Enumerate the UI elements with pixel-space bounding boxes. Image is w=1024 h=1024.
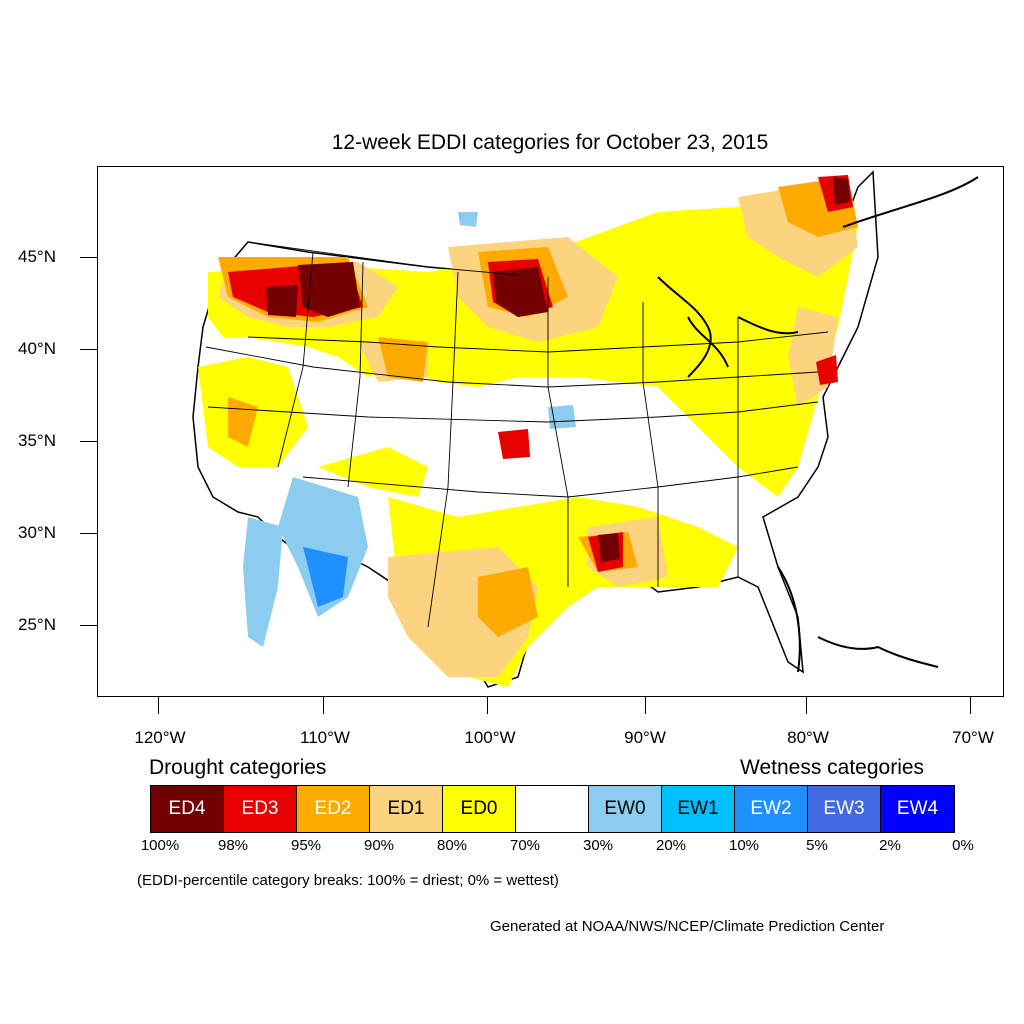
percentile-label: 90% <box>363 837 395 854</box>
lon-tick <box>806 697 807 714</box>
percentile-label: 20% <box>655 837 687 854</box>
lat-label: 45°N <box>18 247 56 266</box>
coastlines <box>657 176 979 673</box>
lon-label: 110°W <box>300 728 350 747</box>
legend-cell-ed1: ED1 <box>370 786 443 832</box>
lat-tick <box>80 441 97 442</box>
percentile-label: 10% <box>728 837 760 854</box>
percentile-label: 100% <box>140 837 180 854</box>
lon-tick <box>487 697 488 714</box>
legend-cell-ed4: ED4 <box>151 786 224 832</box>
legend-cell-normal <box>516 786 589 832</box>
credit-text: Generated at NOAA/NWS/NCEP/Climate Predi… <box>490 918 885 935</box>
percentile-label: 2% <box>879 837 901 854</box>
lat-tick <box>80 533 97 534</box>
legend-cell-ew2: EW2 <box>735 786 808 832</box>
lat-label: 25°N <box>18 615 56 634</box>
legend-cell-ed0: ED0 <box>443 786 516 832</box>
state-boundaries <box>205 241 829 628</box>
lon-label: 90°W <box>624 728 666 747</box>
legend-cell-ed2: ED2 <box>297 786 370 832</box>
percentile-label: 98% <box>217 837 249 854</box>
percentile-label: 5% <box>806 837 828 854</box>
lat-label: 30°N <box>18 523 56 542</box>
lon-tick <box>970 697 971 714</box>
percentile-label: 0% <box>952 837 974 854</box>
lon-label: 100°W <box>464 728 516 747</box>
lon-label: 120°W <box>134 728 186 747</box>
legend-cell-ew1: EW1 <box>662 786 735 832</box>
legend-cell-ew3: EW3 <box>808 786 881 832</box>
percentile-label: 30% <box>582 837 614 854</box>
category-note: (EDDI-percentile category breaks: 100% =… <box>137 872 559 889</box>
lon-tick <box>323 697 324 714</box>
lon-label: 80°W <box>787 728 829 747</box>
map-title: 12-week EDDI categories for October 23, … <box>331 131 769 154</box>
eddi-map <box>192 170 979 688</box>
lat-label: 40°N <box>18 339 56 358</box>
ed4-areas <box>266 177 850 562</box>
legend-cell-ew4: EW4 <box>881 786 954 832</box>
wetness-heading: Wetness categories <box>740 756 925 779</box>
lon-tick <box>645 697 646 714</box>
lat-tick <box>80 625 97 626</box>
lat-label: 35°N <box>18 431 56 450</box>
percentile-label: 95% <box>290 837 322 854</box>
percentile-label: 80% <box>436 837 468 854</box>
legend-cell-ed3: ED3 <box>224 786 297 832</box>
ew-areas <box>243 212 576 647</box>
lat-tick <box>80 349 97 350</box>
legend-cell-ew0: EW0 <box>589 786 662 832</box>
lon-label: 70°W <box>952 728 994 747</box>
percentile-label: 70% <box>509 837 541 854</box>
legend-colorbar: ED4 ED3 ED2 ED1 ED0 EW0 EW1 EW2 EW3 EW4 <box>150 785 955 833</box>
lat-tick <box>80 257 97 258</box>
map-frame <box>97 166 1004 697</box>
drought-heading: Drought categories <box>149 756 327 779</box>
lon-tick <box>158 697 159 714</box>
